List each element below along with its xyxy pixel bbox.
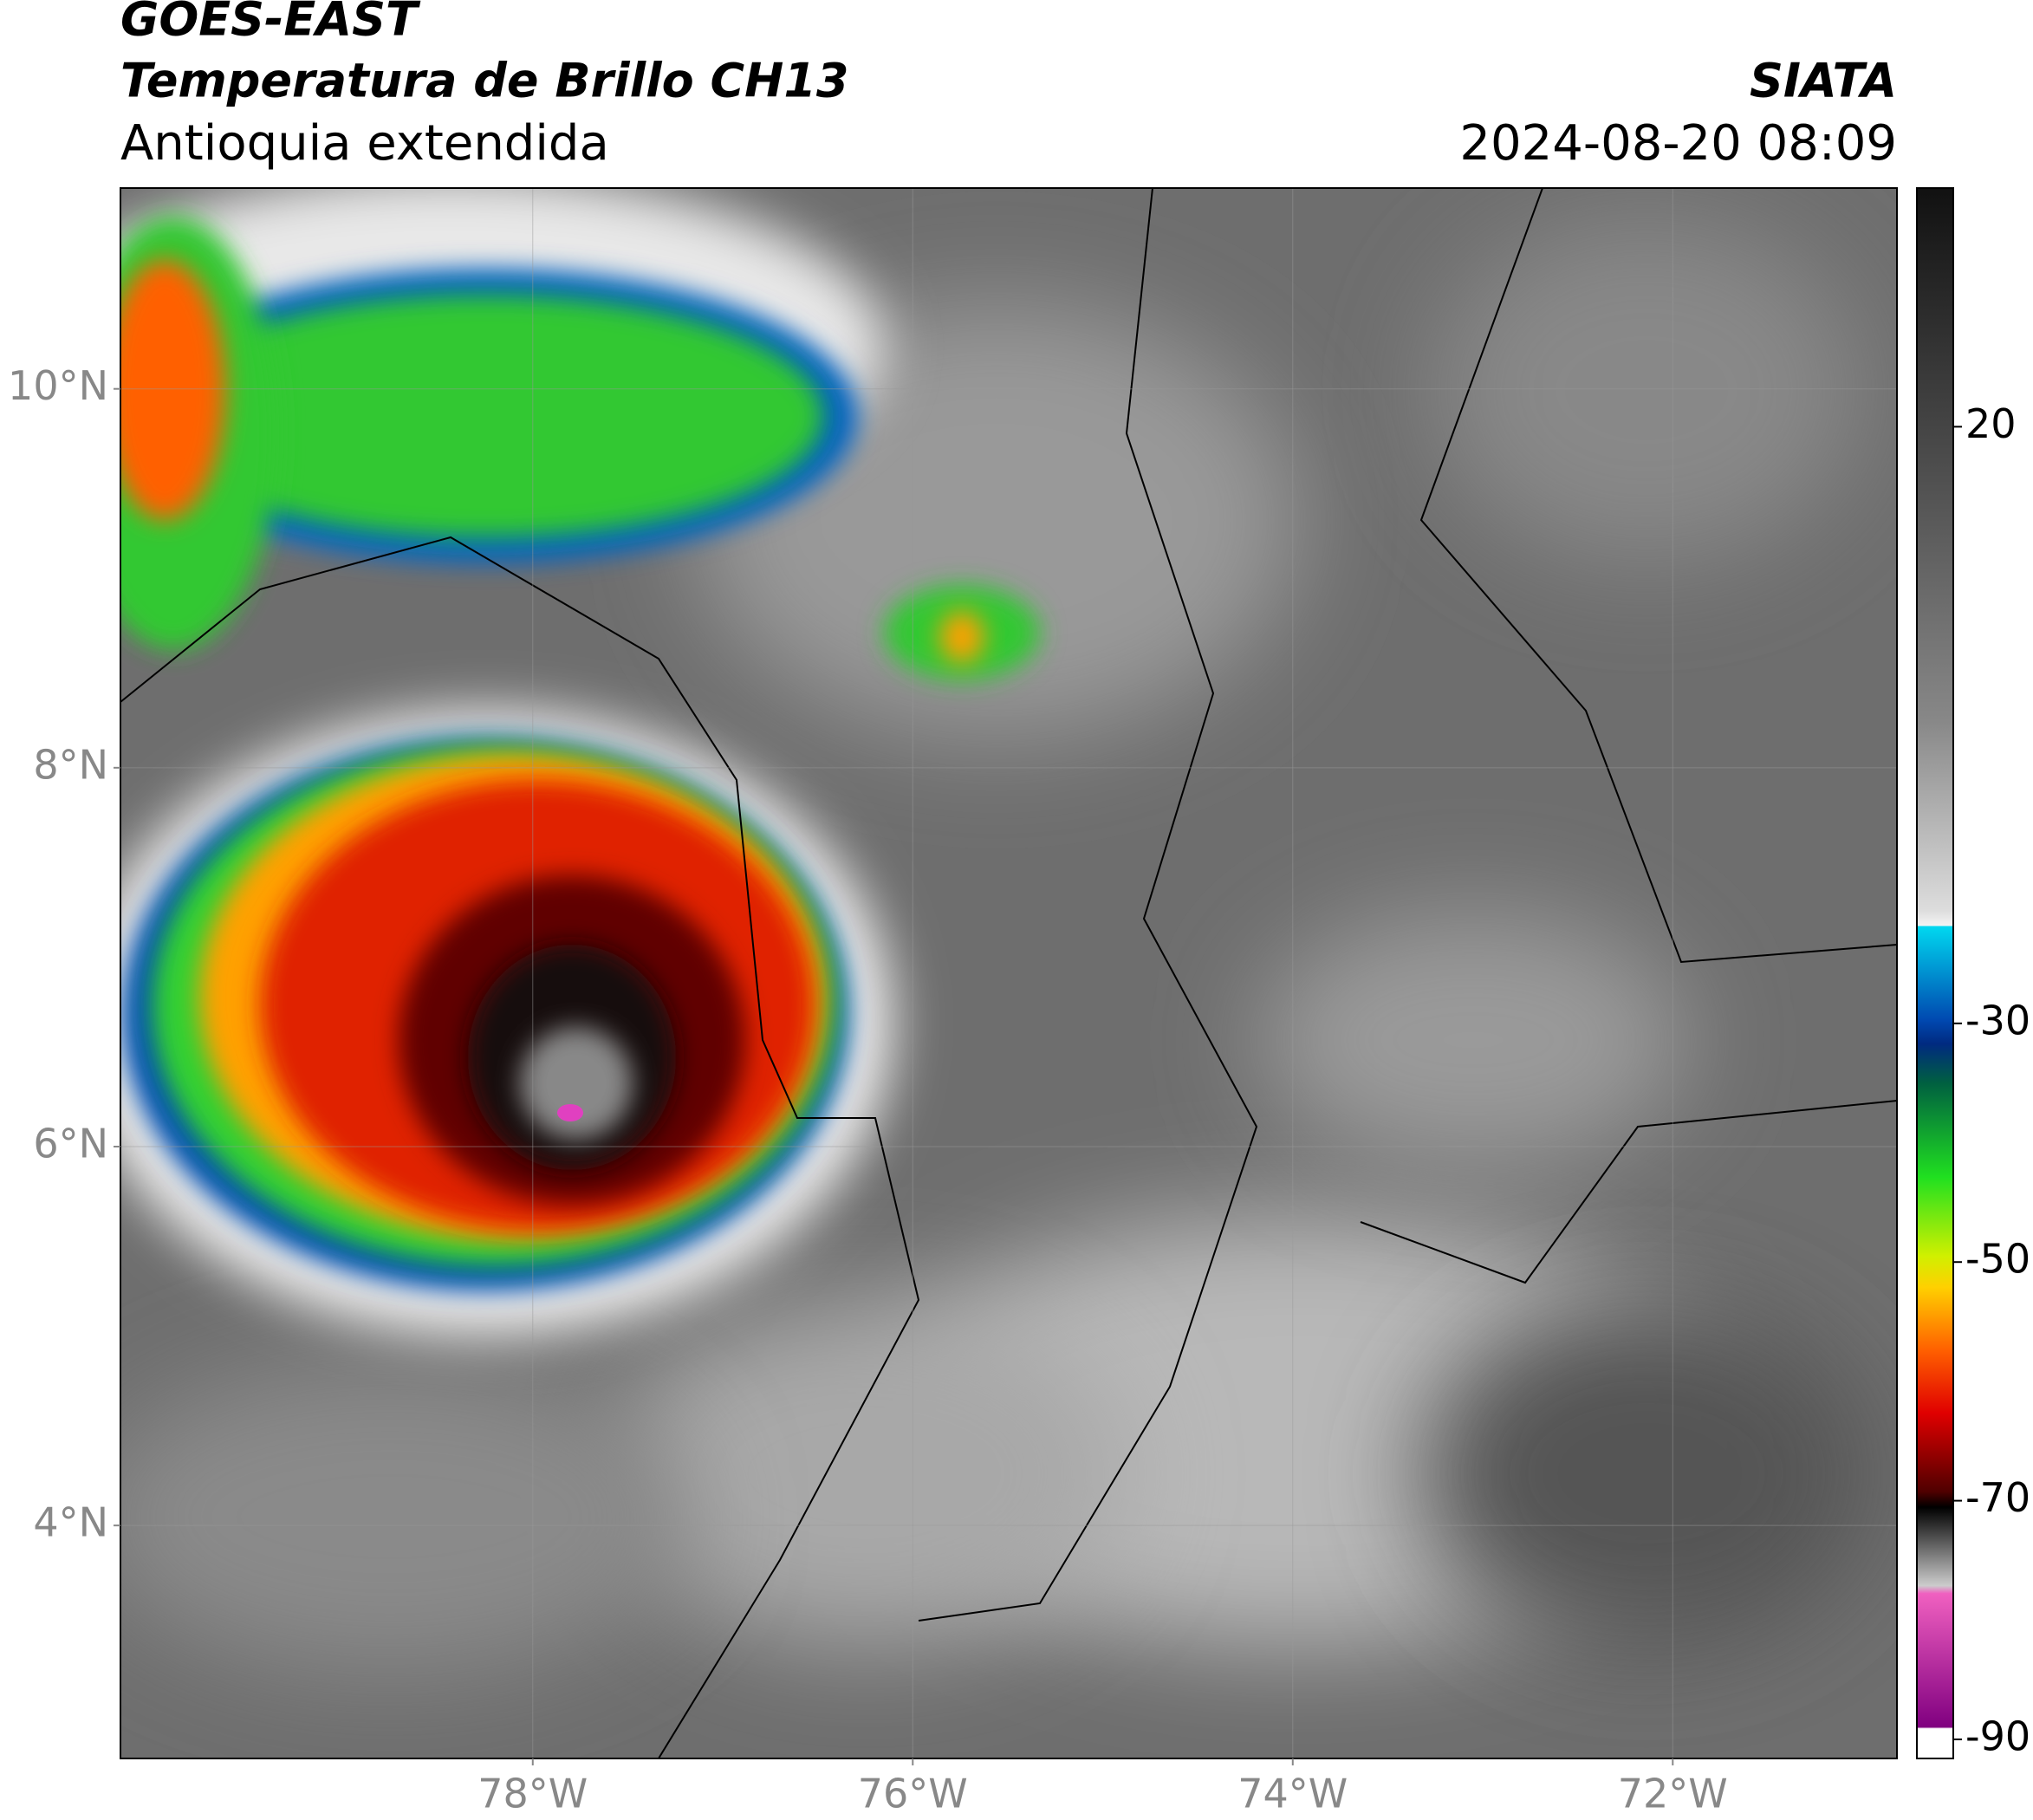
region: Antioquia extendida [120, 115, 609, 172]
y-tick-label: 8°N [33, 741, 108, 788]
source: SIATA [1750, 54, 1897, 108]
map-frame [120, 187, 1898, 1759]
cloud [1257, 910, 1690, 1170]
subtitle: Temperatura de Brillo CH13 [120, 54, 849, 108]
cloud [940, 611, 984, 663]
datetime: 2024-08-20 08:09 [1459, 115, 1897, 172]
cloud [147, 295, 823, 537]
colorbar-tick-label: -30 [1965, 997, 2030, 1043]
cloud [120, 260, 225, 520]
y-tick-label: 6°N [33, 1120, 108, 1167]
colorbar-tick-label: -70 [1965, 1474, 2030, 1521]
satellite-image [120, 188, 1897, 1758]
cloud [557, 1104, 583, 1121]
colorbar-tick-label: 20 [1965, 400, 2017, 447]
x-tick-label: 78°W [477, 1771, 588, 1817]
colorbar [1916, 187, 1954, 1759]
cloud [1421, 1300, 1872, 1647]
x-tick-label: 72°W [1618, 1771, 1728, 1817]
colorbar-tick-label: -50 [1965, 1236, 2030, 1283]
border [1360, 1100, 1897, 1284]
grid [120, 188, 1897, 1758]
cloud [120, 1361, 693, 1673]
coastline [120, 536, 920, 1758]
y-tick-label: 10°N [8, 362, 108, 409]
y-tick-label: 4°N [33, 1499, 108, 1546]
x-tick-label: 74°W [1237, 1771, 1348, 1817]
border [1419, 188, 1897, 964]
x-tick-label: 76°W [858, 1771, 968, 1817]
title: GOES-EAST [120, 0, 421, 47]
colorbar-tick-label: -90 [1965, 1713, 2030, 1759]
cloud [607, 1300, 1127, 1647]
cloud [520, 1027, 633, 1140]
border [918, 188, 1258, 1622]
cloud [1430, 217, 1863, 563]
title-block: GOES-EAST Temperatura de Brillo CH13 Ant… [120, 0, 1897, 172]
